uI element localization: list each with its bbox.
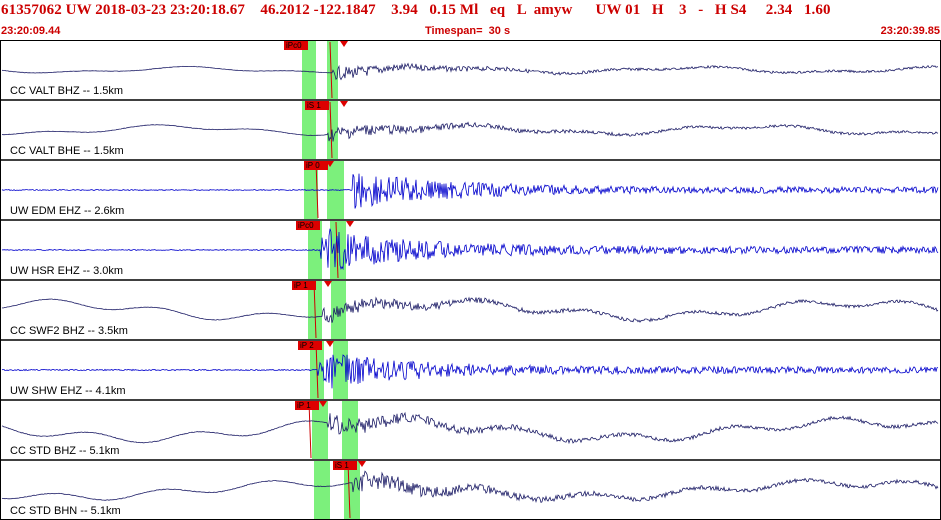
end-time-label: 23:20:39.85 (880, 25, 940, 37)
waveform-trace (1, 228, 939, 271)
pick-label: iPc0 (298, 221, 314, 230)
pick-marker (298, 341, 322, 350)
pick-label: iS 1 (307, 101, 321, 110)
pick-marker (295, 401, 319, 410)
waveform-trace (1, 470, 939, 503)
arrival-line (329, 101, 333, 159)
arrival-line (308, 401, 312, 459)
arrival-band (342, 401, 358, 459)
channel-label: CC VALT BHZ -- 1.5km (10, 85, 123, 97)
pick-marker (305, 101, 329, 110)
channel-label: UW SHW EHZ -- 4.1km (10, 385, 126, 397)
channel-label: UW EDM EHZ -- 2.6km (10, 205, 124, 217)
channel-label: CC VALT BHE -- 1.5km (10, 145, 124, 157)
arrival-triangle (319, 401, 327, 407)
pick-label: iP 2 (300, 341, 314, 350)
arrival-triangle (340, 41, 348, 47)
arrival-band (327, 101, 338, 159)
arrival-band (302, 41, 316, 99)
arrival-triangle (326, 161, 334, 167)
arrival-line (347, 461, 351, 519)
channel-label: UW HSR EHZ -- 3.0km (10, 265, 123, 277)
pick-marker (296, 221, 320, 230)
arrival-band (314, 461, 330, 519)
pick-marker (304, 161, 328, 170)
pick-marker (333, 461, 357, 470)
pick-label: iP 1 (297, 401, 311, 410)
waveform-trace (1, 62, 939, 81)
channel-label: CC STD BHZ -- 5.1km (10, 445, 119, 457)
arrival-triangle (324, 281, 332, 287)
arrival-band (327, 41, 338, 99)
channel-label: CC STD BHN -- 5.1km (10, 505, 121, 517)
timespan-label: Timespan= 30 s (425, 25, 511, 37)
arrival-line (313, 281, 317, 339)
seismogram-panel[interactable]: iPc0 CC VALT BHZ -- 1.5km iS 1 CC VALT BHE … (0, 40, 941, 520)
pick-label: iPc0 (286, 41, 302, 50)
event-header: 61357062 UW 2018-03-23 23:20:18.67 46.20… (0, 0, 941, 40)
arrival-triangle (340, 101, 348, 107)
pick-marker (284, 41, 308, 50)
waveform-trace (1, 296, 939, 323)
waveform-trace (1, 121, 939, 142)
waveform-trace (1, 411, 939, 445)
pick-label: iS 1 (335, 461, 349, 470)
arrival-line (329, 41, 333, 99)
start-time-label: 23:20:09.44 (1, 25, 61, 37)
pick-label: iP 1 (294, 281, 308, 290)
event-info-line: 61357062 UW 2018-03-23 23:20:18.67 46.20… (1, 2, 831, 18)
arrival-triangle (326, 341, 334, 347)
arrival-line (335, 221, 339, 279)
waveform-trace (1, 173, 939, 209)
arrival-band (312, 401, 328, 459)
arrival-band (302, 101, 316, 159)
arrival-triangle (358, 461, 366, 467)
pick-label: iP 0 (306, 161, 320, 170)
arrival-triangle (346, 221, 354, 227)
pick-marker (292, 281, 316, 290)
waveform-trace (1, 354, 939, 389)
channel-label: CC SWF2 BHZ -- 3.5km (10, 325, 128, 337)
